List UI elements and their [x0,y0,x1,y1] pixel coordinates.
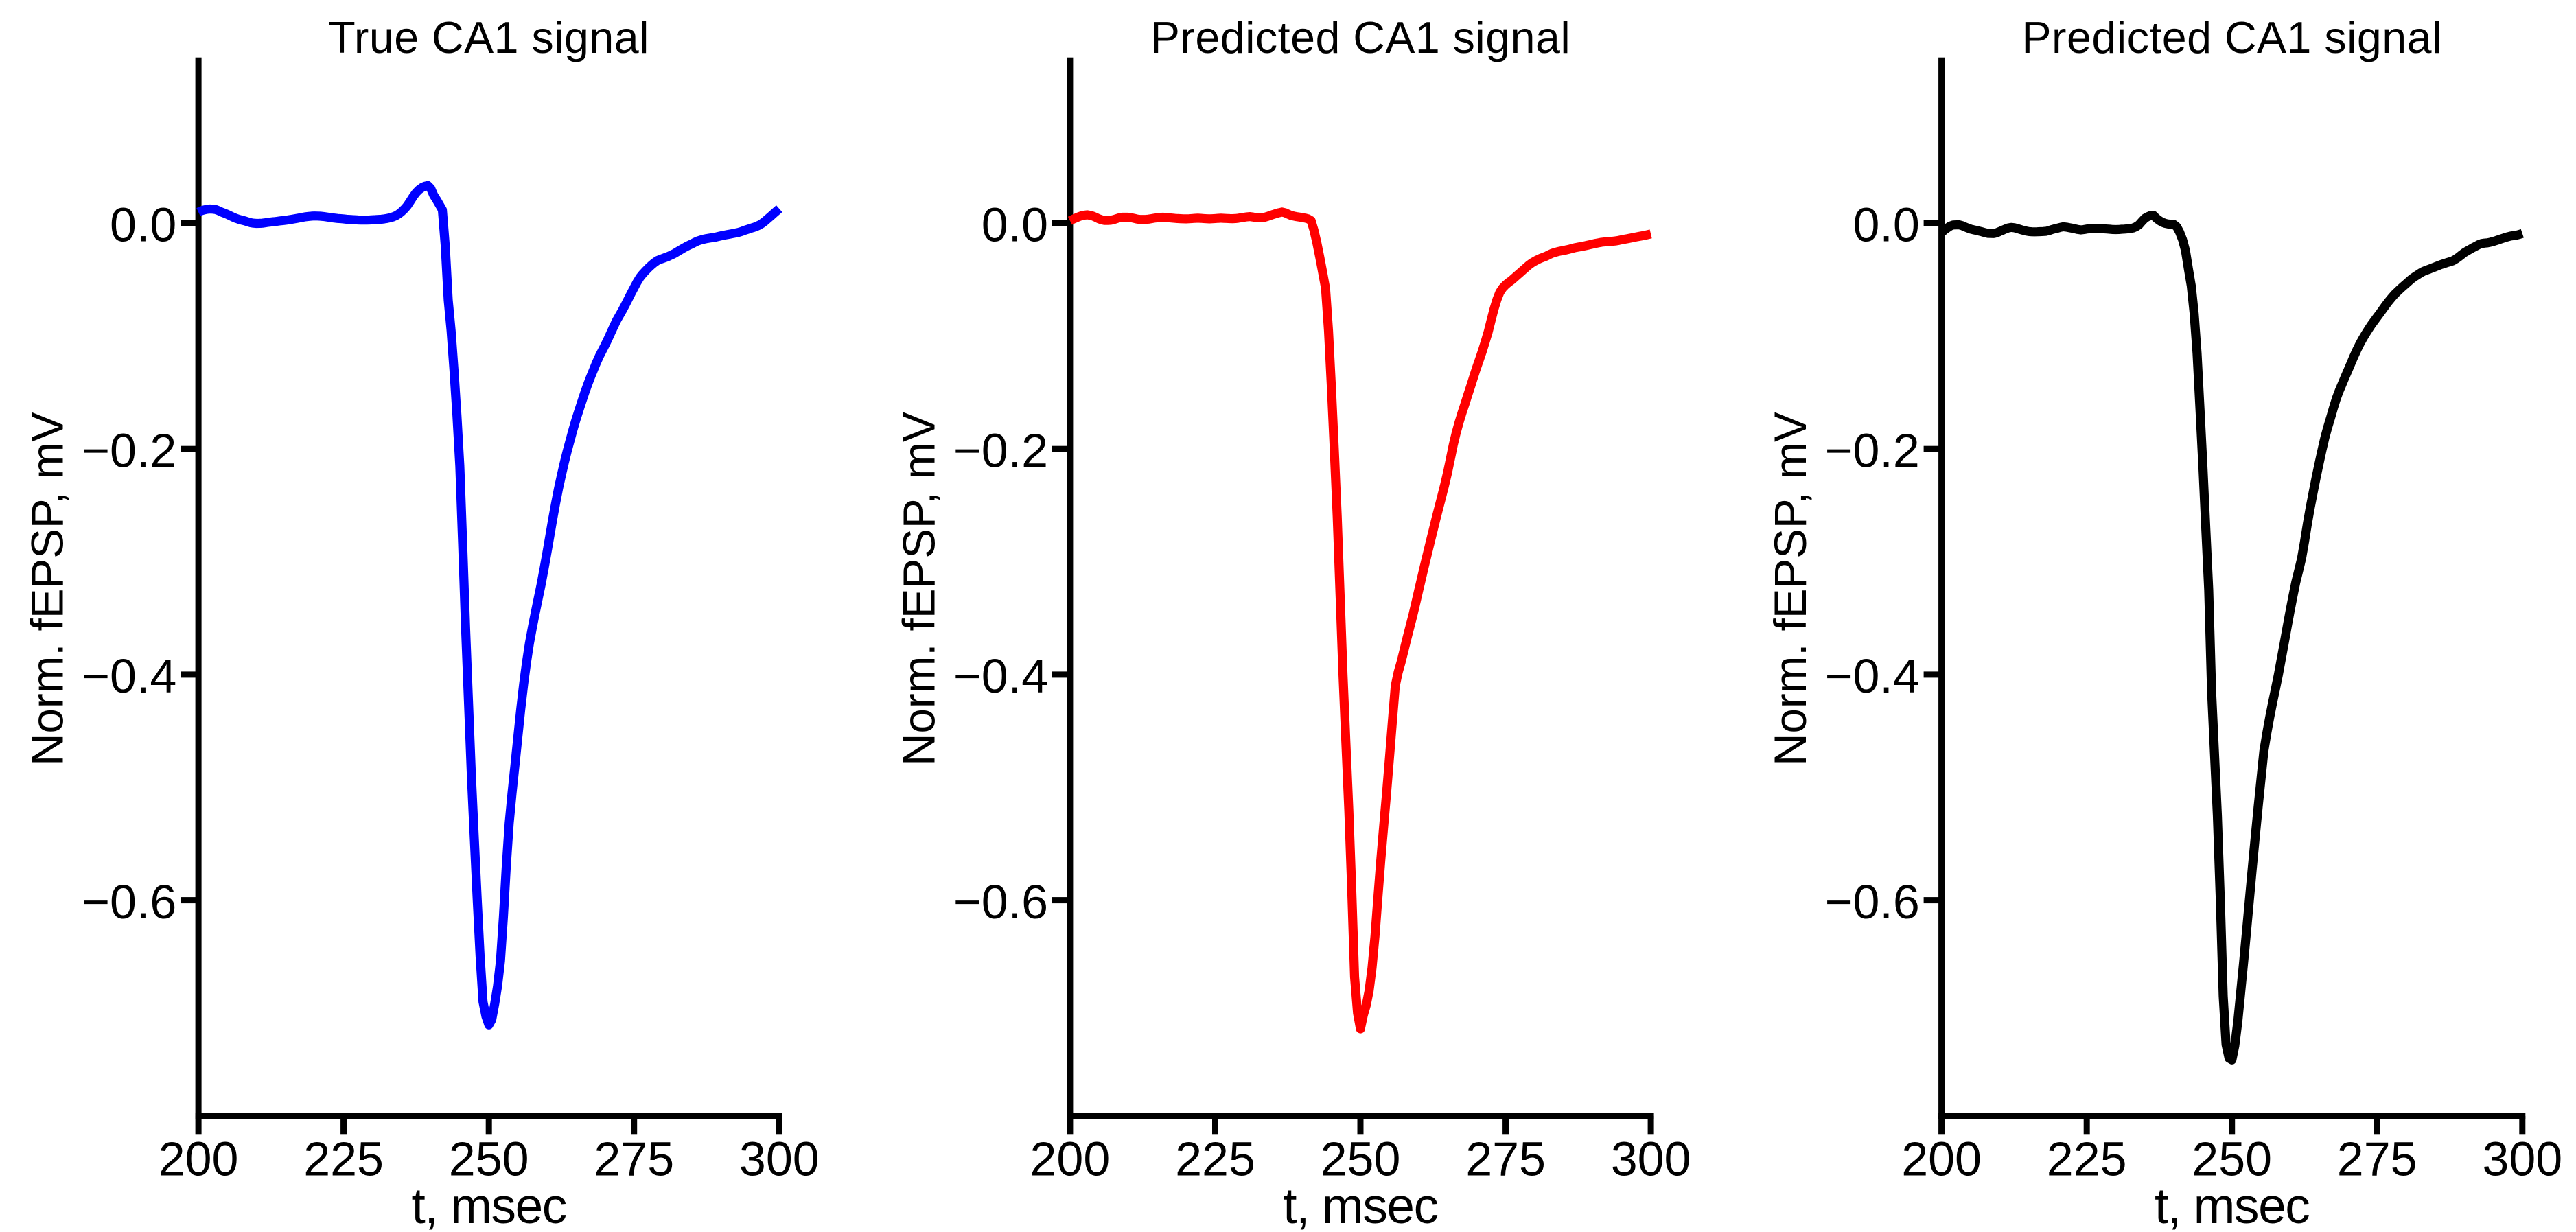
svg-text:275: 275 [2337,1132,2417,1185]
svg-text:300: 300 [739,1132,820,1185]
svg-text:−0.2: −0.2 [82,423,176,477]
svg-text:0.0: 0.0 [1853,198,1919,252]
svg-text:−0.6: −0.6 [1825,875,1920,929]
svg-text:0.0: 0.0 [110,198,176,252]
svg-text:−0.4: −0.4 [82,649,176,703]
svg-text:250: 250 [1321,1132,1401,1185]
svg-text:−0.2: −0.2 [1825,423,1920,477]
svg-text:−0.6: −0.6 [82,875,176,929]
svg-text:Norm. fEPSP, mV: Norm. fEPSP, mV [23,412,73,766]
svg-text:200: 200 [1901,1132,1982,1185]
svg-text:300: 300 [1611,1132,1691,1185]
svg-text:250: 250 [2192,1132,2272,1185]
svg-text:−0.4: −0.4 [953,649,1048,703]
svg-text:200: 200 [159,1132,239,1185]
svg-text:200: 200 [1030,1132,1111,1185]
svg-text:Norm. fEPSP, mV: Norm. fEPSP, mV [894,412,944,766]
svg-text:275: 275 [1465,1132,1546,1185]
svg-text:Predicted CA1 signal: Predicted CA1 signal [1150,13,1570,62]
svg-text:225: 225 [1175,1132,1255,1185]
svg-text:−0.4: −0.4 [1825,649,1920,703]
svg-text:t, msec: t, msec [1283,1178,1437,1232]
svg-text:−0.2: −0.2 [953,423,1048,477]
svg-text:t, msec: t, msec [2155,1178,2309,1232]
svg-text:−0.6: −0.6 [953,875,1048,929]
svg-text:0.0: 0.0 [982,198,1048,252]
svg-text:Norm. fEPSP, mV: Norm. fEPSP, mV [1765,412,1815,766]
svg-text:225: 225 [2047,1132,2127,1185]
svg-text:True CA1 signal: True CA1 signal [328,13,649,62]
svg-text:Predicted CA1 signal: Predicted CA1 signal [2022,13,2442,62]
svg-text:225: 225 [303,1132,384,1185]
svg-text:250: 250 [449,1132,529,1185]
svg-text:300: 300 [2482,1132,2562,1185]
svg-text:275: 275 [594,1132,674,1185]
svg-text:t, msec: t, msec [411,1178,566,1232]
